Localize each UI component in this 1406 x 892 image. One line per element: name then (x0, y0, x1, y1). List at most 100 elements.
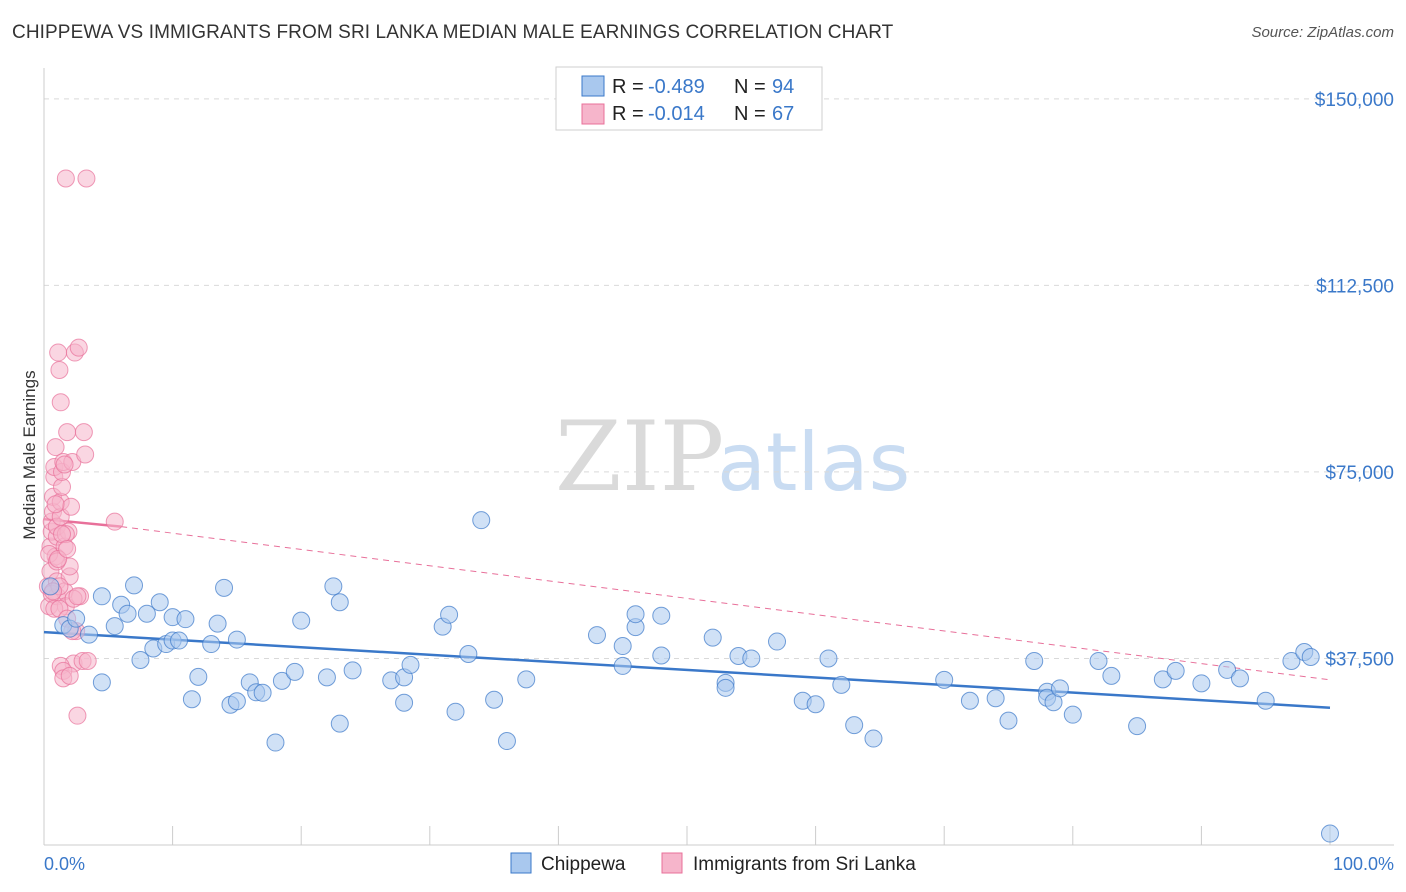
chart-title: CHIPPEWA VS IMMIGRANTS FROM SRI LANKA ME… (12, 22, 894, 43)
point-sri-lanka (68, 706, 87, 725)
point-sri-lanka (49, 343, 68, 362)
y-tick-labels: $37,500 $75,000 $112,500 $150,000 (1315, 90, 1394, 671)
point-sri-lanka (76, 445, 95, 464)
point-chippewa (1230, 669, 1249, 688)
point-chippewa (292, 611, 311, 630)
point-chippewa (986, 689, 1005, 708)
point-chippewa (1301, 647, 1320, 666)
point-chippewa (137, 604, 156, 623)
point-chippewa (67, 609, 86, 628)
watermark-atlas: atlas (717, 416, 910, 509)
legend-r-value-2: -0.014 (648, 103, 705, 125)
legend-r-label-1: R = (612, 76, 644, 98)
point-chippewa (170, 631, 189, 650)
point-chippewa (330, 593, 349, 612)
point-chippewa (935, 670, 954, 689)
point-chippewa (1218, 660, 1237, 679)
x-tick-label-min: 0.0% (44, 854, 85, 874)
point-chippewa (285, 662, 304, 681)
point-chippewa (1166, 661, 1185, 680)
point-chippewa (92, 673, 111, 692)
point-chippewa (92, 587, 111, 606)
point-chippewa (227, 630, 246, 649)
point-chippewa (202, 635, 221, 654)
point-sri-lanka (68, 587, 87, 606)
legend-n-value-1: 94 (772, 76, 794, 98)
point-sri-lanka (77, 169, 96, 188)
point-sri-lanka (55, 455, 74, 474)
bottom-legend: Chippewa Immigrants from Sri Lanka (510, 852, 916, 875)
point-chippewa (1050, 679, 1069, 698)
legend-swatch-sri-lanka (581, 103, 605, 125)
point-chippewa (613, 656, 632, 675)
point-chippewa (317, 668, 336, 687)
point-chippewa (150, 593, 169, 612)
point-chippewa (806, 695, 825, 714)
point-sri-lanka (51, 393, 70, 412)
point-chippewa (227, 692, 246, 711)
point-chippewa (832, 675, 851, 694)
point-chippewa (485, 690, 504, 709)
bottom-legend-label-sri-lanka: Immigrants from Sri Lanka (693, 854, 916, 875)
legend-n-label-1: N = (734, 76, 766, 98)
point-chippewa (742, 649, 761, 668)
point-chippewa (1153, 670, 1172, 689)
gridlines (44, 98, 1394, 659)
point-chippewa (960, 691, 979, 710)
point-sri-lanka (46, 495, 65, 514)
point-chippewa (703, 628, 722, 647)
point-chippewa (208, 614, 227, 633)
point-sri-lanka (105, 512, 124, 531)
bottom-legend-label-chippewa: Chippewa (541, 854, 626, 875)
point-sri-lanka (46, 438, 65, 457)
point-chippewa (105, 617, 124, 636)
bottom-legend-swatch-chippewa (510, 852, 532, 874)
point-chippewa (80, 625, 99, 644)
point-sri-lanka (58, 540, 77, 559)
point-sri-lanka (53, 525, 72, 544)
legend: R = -0.489 N = 94 R = -0.014 N = 67 (555, 66, 823, 131)
point-sri-lanka (50, 360, 69, 379)
point-chippewa (401, 655, 420, 674)
point-chippewa (652, 646, 671, 665)
x-tick-label-max: 100.0% (1333, 854, 1394, 874)
point-chippewa (864, 729, 883, 748)
point-chippewa (253, 683, 272, 702)
point-chippewa (1282, 651, 1301, 670)
point-chippewa (845, 716, 864, 735)
point-chippewa (819, 649, 838, 668)
legend-r-label-2: R = (612, 103, 644, 125)
point-chippewa (1089, 651, 1108, 670)
point-chippewa (395, 693, 414, 712)
y-tick-label: $37,500 (1325, 649, 1394, 670)
point-chippewa (459, 644, 478, 663)
point-chippewa (472, 511, 491, 530)
point-chippewa (125, 576, 144, 595)
trend-line-chippewa (43, 630, 1331, 709)
point-chippewa (1192, 674, 1211, 693)
point-chippewa (41, 577, 60, 596)
point-sri-lanka (56, 169, 75, 188)
point-sri-lanka (62, 497, 81, 516)
point-chippewa (266, 733, 285, 752)
point-chippewa (330, 714, 349, 733)
point-chippewa (1025, 651, 1044, 670)
legend-n-value-2: 67 (772, 103, 794, 125)
axes (43, 68, 1394, 846)
point-chippewa (272, 671, 291, 690)
point-chippewa (652, 606, 671, 625)
watermark-zip: ZIP (555, 401, 724, 513)
point-sri-lanka (60, 666, 79, 685)
point-chippewa (215, 578, 234, 597)
point-chippewa (626, 605, 645, 624)
trend-line-sri-lanka-extended (121, 526, 1331, 681)
point-chippewa (768, 632, 787, 651)
bottom-legend-swatch-sri-lanka (661, 852, 683, 874)
point-chippewa (587, 626, 606, 645)
data-points (38, 169, 1339, 843)
point-chippewa (517, 670, 536, 689)
point-chippewa (1102, 666, 1121, 685)
legend-swatch-chippewa (581, 75, 605, 97)
point-chippewa (1256, 691, 1275, 710)
